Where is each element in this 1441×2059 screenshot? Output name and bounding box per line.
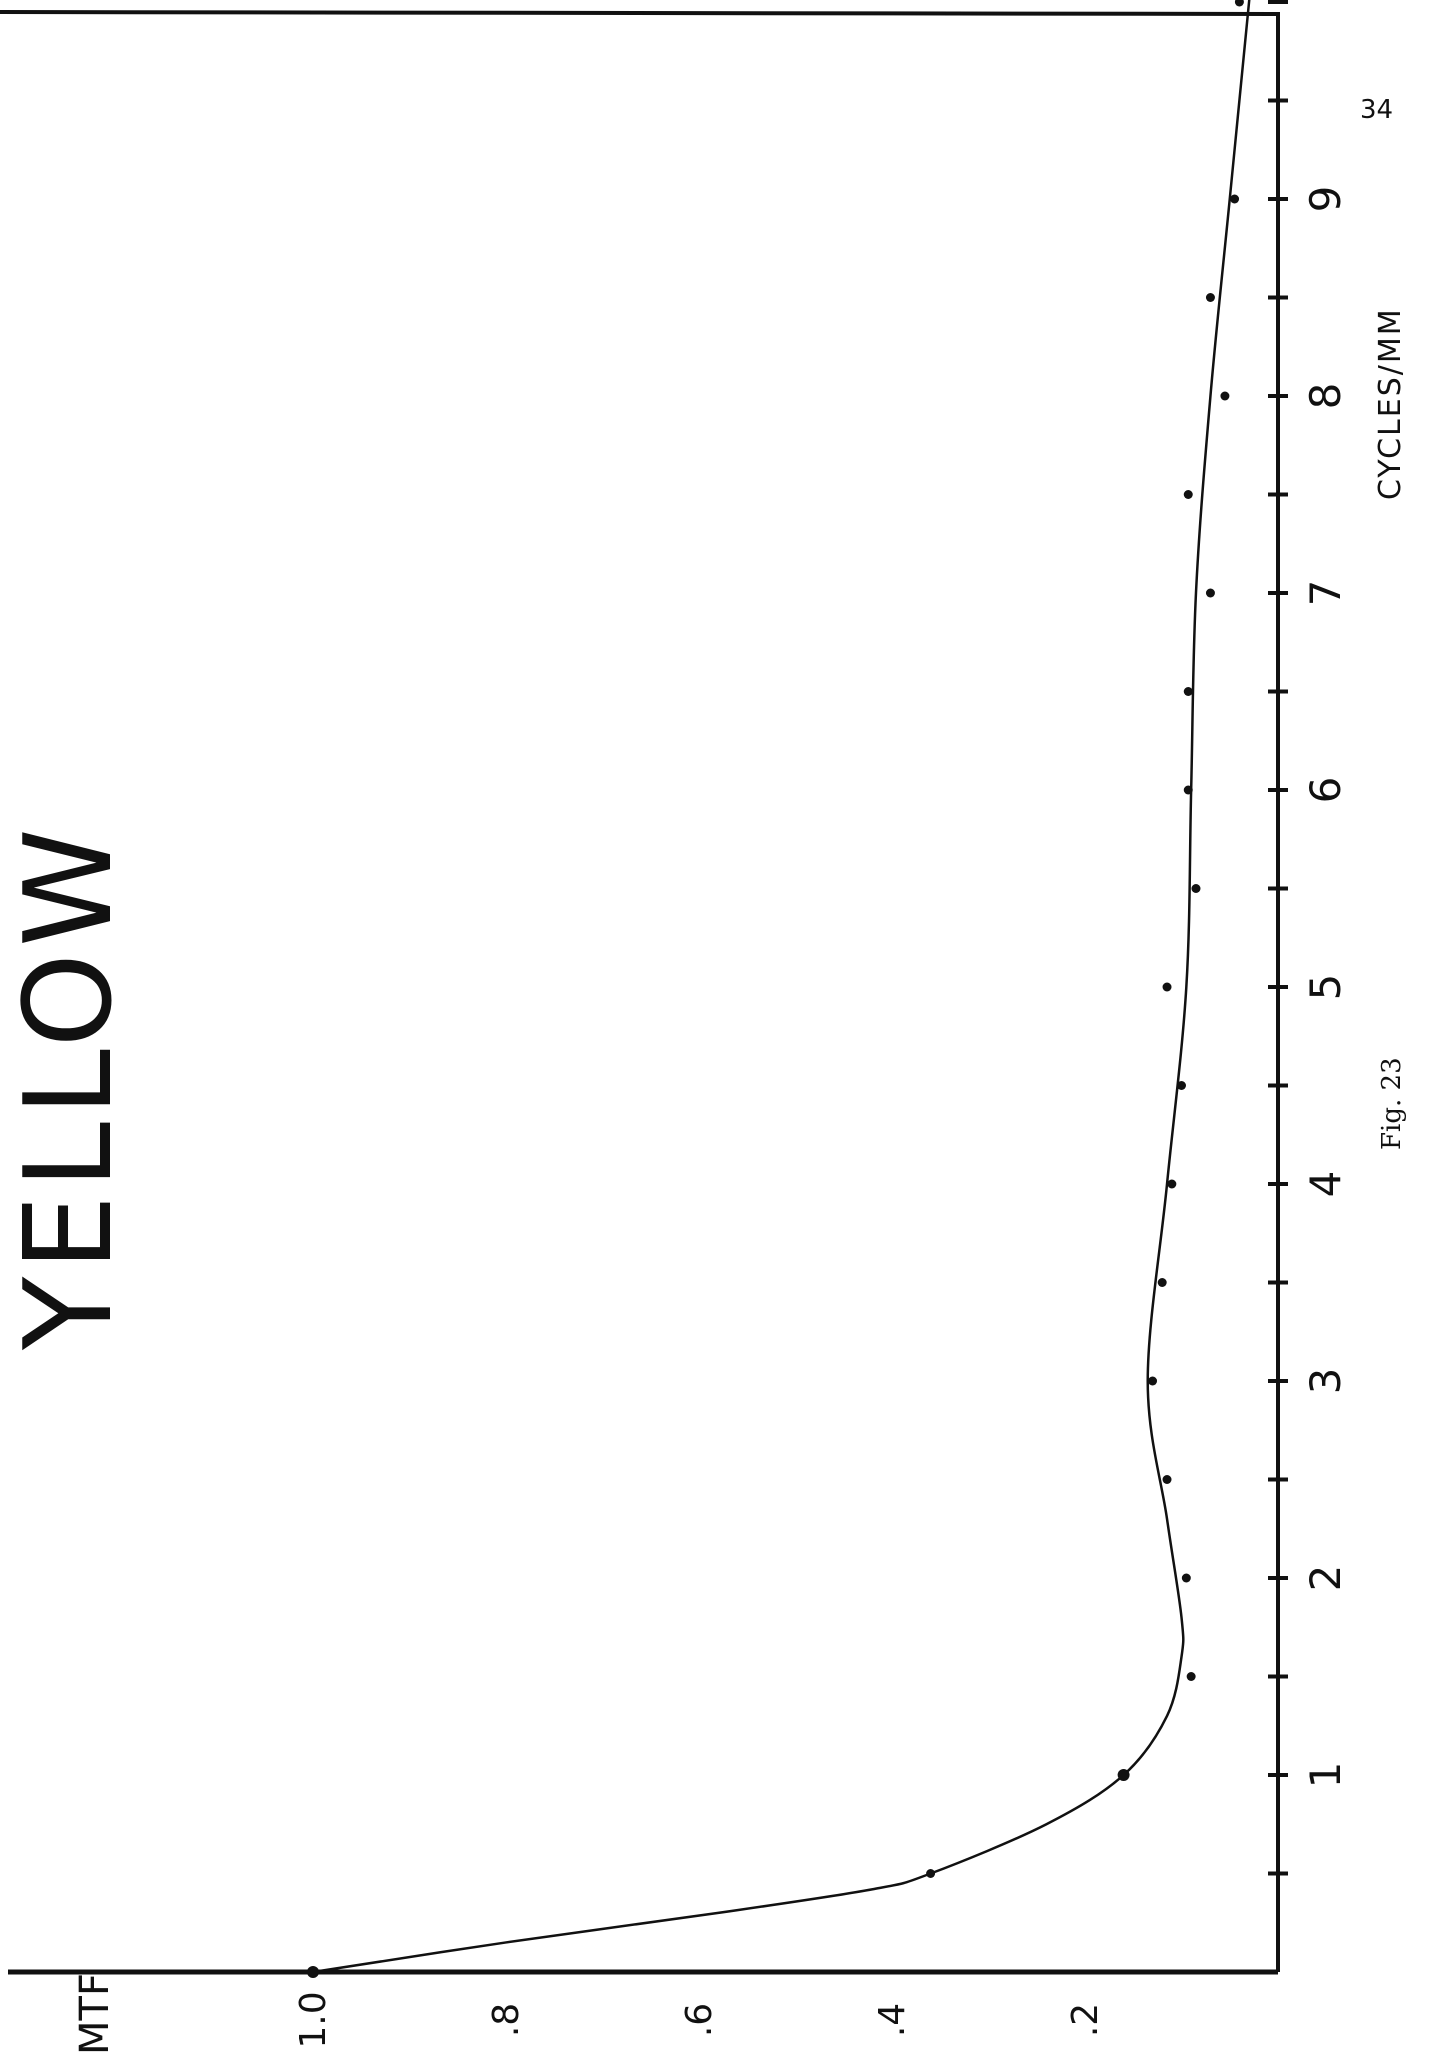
top-border-line bbox=[0, 10, 1281, 16]
data-point bbox=[1220, 391, 1230, 401]
x-tick-label: 7 bbox=[1301, 580, 1350, 607]
x-tick-label: 2 bbox=[1301, 1565, 1350, 1592]
x-tick-label: 5 bbox=[1301, 974, 1350, 1001]
data-point bbox=[1167, 1179, 1177, 1189]
figure-caption: Fig. 23 bbox=[1377, 1057, 1407, 1150]
data-point bbox=[1186, 1672, 1196, 1681]
y-tick-label: .4 bbox=[872, 2003, 913, 2037]
data-point bbox=[1117, 1769, 1130, 1781]
x-tick-label: 8 bbox=[1301, 383, 1350, 410]
data-point bbox=[1181, 1573, 1191, 1583]
data-point bbox=[1183, 490, 1193, 499]
chart-axes bbox=[0, 10, 1281, 1975]
data-point bbox=[926, 1869, 936, 1878]
x-tick-label: 9 bbox=[1301, 186, 1350, 213]
data-point bbox=[1157, 1278, 1167, 1287]
y-tick-labels: 1.0 .8 .6 .4 .2 bbox=[293, 1991, 1106, 2048]
x-tick-label: 6 bbox=[1301, 777, 1350, 804]
x-tick-label: 1 bbox=[1301, 1762, 1350, 1789]
mtf-curve bbox=[312, 0, 1251, 1974]
data-point bbox=[307, 1966, 319, 1978]
data-points bbox=[307, 0, 1244, 1978]
x-axis-label: CYCLES/MM bbox=[1373, 307, 1408, 500]
x-tick-label: 4 bbox=[1301, 1171, 1350, 1198]
y-tick-label: .6 bbox=[679, 2003, 720, 2037]
page-number: 34 bbox=[1360, 95, 1393, 125]
data-point bbox=[1162, 982, 1172, 992]
chart-title: YELLOW bbox=[0, 822, 139, 1351]
y-axis-label: MTF bbox=[72, 1973, 118, 2055]
data-point bbox=[1148, 1376, 1158, 1386]
y-tick-label: .2 bbox=[1065, 2003, 1106, 2037]
data-point bbox=[1162, 1475, 1172, 1484]
data-point bbox=[1230, 194, 1240, 204]
data-point bbox=[1205, 293, 1215, 302]
data-point bbox=[1183, 785, 1193, 795]
y-tick-label: 1.0 bbox=[293, 1991, 334, 2048]
data-point bbox=[1205, 588, 1215, 598]
x-tick-labels: 1 2 3 4 5 6 7 8 9 bbox=[1301, 186, 1350, 1789]
data-point bbox=[1177, 1081, 1186, 1090]
data-point bbox=[1234, 0, 1244, 7]
x-ticks bbox=[1268, 0, 1288, 1876]
data-point bbox=[1183, 687, 1193, 696]
y-tick-label: .8 bbox=[486, 2003, 527, 2037]
data-point bbox=[1191, 884, 1201, 893]
x-tick-label: 3 bbox=[1301, 1368, 1350, 1395]
